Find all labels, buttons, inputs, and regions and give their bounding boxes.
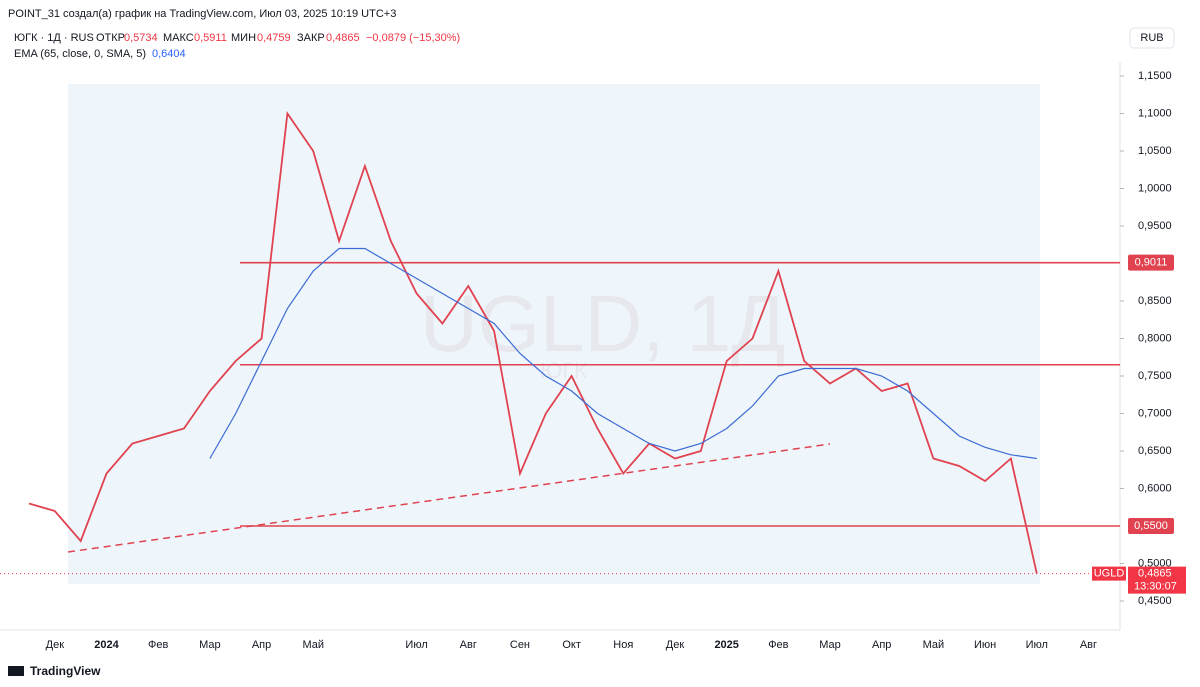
- level-label: 0,9011: [1135, 257, 1168, 269]
- y-tick-label: 1,0500: [1138, 145, 1172, 157]
- currency-box[interactable]: [1129, 27, 1175, 49]
- y-tick-label: 0,9500: [1138, 220, 1172, 232]
- x-tick-label: Июл: [1026, 639, 1048, 651]
- x-tick-label: Окт: [562, 639, 581, 651]
- y-tick-label: 1,0000: [1138, 182, 1172, 194]
- level-label-box: [1128, 254, 1174, 271]
- y-tick-label: 0,8000: [1138, 332, 1172, 344]
- x-tick-label: 2025: [714, 639, 738, 651]
- x-tick-label: Сен: [510, 639, 530, 651]
- watermark: UGLD, 1Д: [420, 279, 785, 368]
- range-background: [68, 84, 1040, 584]
- logo: [8, 666, 24, 676]
- y-tick-label: 0,7500: [1138, 370, 1172, 382]
- close-label: ЗАКР: [297, 32, 325, 44]
- author: POINT_31 создал(а) график на TradingView…: [8, 8, 396, 20]
- last-price: 0,4865: [1138, 568, 1172, 580]
- x-tick-label: Мар: [199, 639, 221, 651]
- low-label: МИН: [231, 32, 256, 44]
- y-tick-label: 0,6000: [1138, 482, 1172, 494]
- x-tick-label: Фев: [768, 639, 788, 651]
- y-tick-label: 0,6500: [1138, 445, 1172, 457]
- footer: TradingView: [30, 664, 101, 678]
- series-line: [209, 247, 1037, 460]
- low: 0,4759: [257, 32, 291, 44]
- x-tick-label: Апр: [872, 639, 891, 651]
- x-tick-label: 2024: [94, 639, 119, 651]
- last-symbol: UGLD: [1094, 568, 1125, 580]
- indicator: EMA (65, close, 0, SMA, 5): [14, 48, 146, 60]
- x-tick-label: Май: [302, 639, 324, 651]
- y-tick-label: 0,7000: [1138, 407, 1172, 419]
- y-tick-label: 0,4500: [1138, 595, 1172, 607]
- y-tick-label: 1,1000: [1138, 107, 1172, 119]
- high: 0,5911: [194, 32, 227, 44]
- countdown: 13:30:07: [1134, 581, 1177, 593]
- y-tick-label: 1,1500: [1138, 70, 1172, 82]
- y-tick-label: 0,5000: [1138, 557, 1172, 569]
- x-tick-label: Мар: [819, 639, 841, 651]
- indicator-value: 0,6404: [152, 48, 186, 60]
- y-tick-label: 0,8500: [1138, 295, 1172, 307]
- x-tick-label: Апр: [252, 639, 271, 651]
- last-symbol-box: [1092, 566, 1126, 581]
- x-tick-label: Авг: [1080, 639, 1097, 651]
- open-label: ОТКР: [96, 32, 125, 44]
- level-label: 0,5500: [1134, 520, 1168, 532]
- symbol: ЮГК · 1Д · RUS: [14, 32, 94, 44]
- x-tick-label: Дек: [666, 639, 685, 651]
- x-tick-label: Ноя: [613, 639, 633, 651]
- x-tick-label: Дек: [46, 639, 65, 651]
- high-label: МАКС: [163, 32, 194, 44]
- close: 0,4865: [326, 32, 360, 44]
- x-tick-label: Май: [923, 639, 945, 651]
- last-price-box: [1128, 566, 1186, 594]
- x-tick-label: Авг: [460, 639, 477, 651]
- series-line: [28, 111, 1038, 574]
- change: −0,0879 (−15,30%): [366, 32, 460, 44]
- level-label-box: [1128, 518, 1174, 534]
- currency[interactable]: RUB: [1140, 32, 1163, 44]
- x-tick-label: Июн: [974, 639, 996, 651]
- watermark-sub: ЮГК: [540, 358, 587, 383]
- x-tick-label: Июл: [405, 639, 427, 651]
- x-tick-label: Фев: [148, 639, 168, 651]
- trend-line: [67, 443, 831, 553]
- open: 0,5734: [124, 32, 158, 44]
